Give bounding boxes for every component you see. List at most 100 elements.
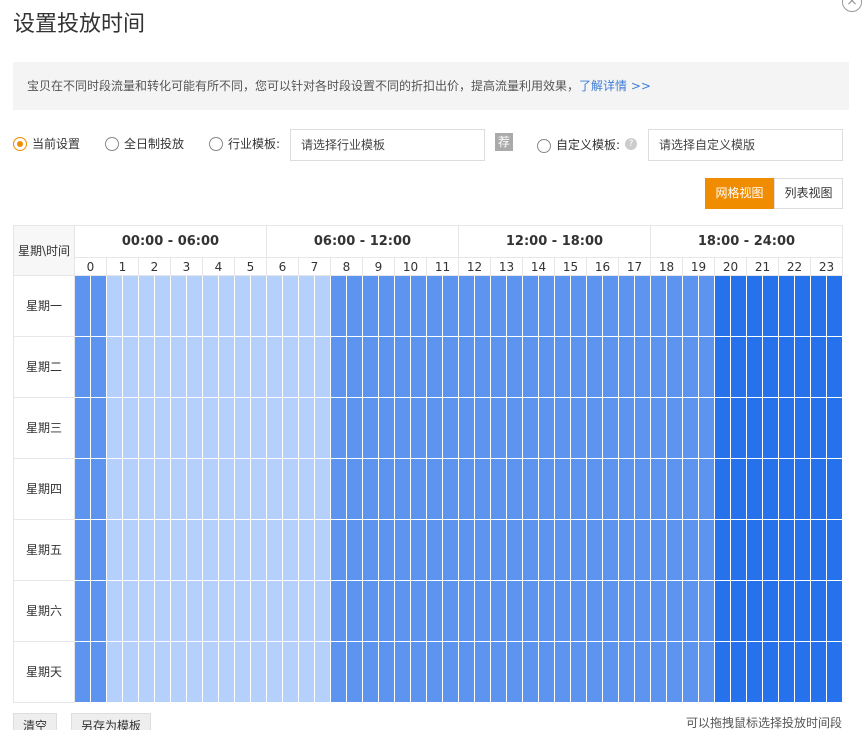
time-slot[interactable]	[171, 520, 187, 581]
time-slot[interactable]	[347, 581, 363, 642]
time-slot[interactable]	[411, 459, 427, 520]
time-slot[interactable]	[699, 520, 715, 581]
time-slot[interactable]	[395, 337, 411, 398]
time-slot[interactable]	[75, 398, 91, 459]
time-slot[interactable]	[155, 520, 171, 581]
time-slot[interactable]	[155, 276, 171, 337]
time-slot[interactable]	[395, 276, 411, 337]
time-slot[interactable]	[187, 459, 203, 520]
time-slot[interactable]	[107, 398, 123, 459]
time-slot[interactable]	[715, 459, 731, 520]
time-slot[interactable]	[619, 398, 635, 459]
time-slot[interactable]	[699, 398, 715, 459]
time-slot[interactable]	[379, 520, 395, 581]
time-slot[interactable]	[699, 337, 715, 398]
time-slot[interactable]	[571, 398, 587, 459]
time-slot[interactable]	[379, 398, 395, 459]
time-slot[interactable]	[715, 398, 731, 459]
time-slot[interactable]	[267, 520, 283, 581]
time-slot[interactable]	[747, 276, 763, 337]
time-slot[interactable]	[811, 459, 827, 520]
time-slot[interactable]	[731, 520, 747, 581]
time-slot[interactable]	[491, 398, 507, 459]
time-slot[interactable]	[363, 276, 379, 337]
time-slot[interactable]	[331, 398, 347, 459]
time-slot[interactable]	[603, 276, 619, 337]
time-slot[interactable]	[507, 398, 523, 459]
radio-current[interactable]	[13, 137, 27, 151]
time-slot[interactable]	[539, 337, 555, 398]
time-slot[interactable]	[443, 581, 459, 642]
time-slot[interactable]	[187, 520, 203, 581]
clear-button[interactable]: 清空	[13, 713, 57, 730]
time-slot[interactable]	[443, 398, 459, 459]
time-slot[interactable]	[203, 276, 219, 337]
time-slot[interactable]	[747, 459, 763, 520]
time-slot[interactable]	[715, 276, 731, 337]
time-slot[interactable]	[459, 276, 475, 337]
time-slot[interactable]	[571, 459, 587, 520]
time-slot[interactable]	[459, 642, 475, 703]
time-slot[interactable]	[219, 459, 235, 520]
time-slot[interactable]	[635, 520, 651, 581]
time-slot[interactable]	[331, 581, 347, 642]
time-slot[interactable]	[267, 459, 283, 520]
time-slot[interactable]	[811, 398, 827, 459]
time-slot[interactable]	[555, 398, 571, 459]
time-slot[interactable]	[411, 337, 427, 398]
time-slot[interactable]	[619, 520, 635, 581]
time-slot[interactable]	[539, 581, 555, 642]
time-slot[interactable]	[651, 581, 667, 642]
time-slot[interactable]	[331, 642, 347, 703]
time-slot[interactable]	[731, 642, 747, 703]
time-slot[interactable]	[635, 337, 651, 398]
time-slot[interactable]	[443, 459, 459, 520]
time-slot[interactable]	[235, 520, 251, 581]
time-slot[interactable]	[587, 398, 603, 459]
time-slot[interactable]	[683, 642, 699, 703]
time-slot[interactable]	[523, 642, 539, 703]
time-slot[interactable]	[219, 398, 235, 459]
time-slot[interactable]	[811, 520, 827, 581]
time-slot[interactable]	[363, 642, 379, 703]
time-slot[interactable]	[779, 581, 795, 642]
time-slot[interactable]	[667, 581, 683, 642]
time-slot[interactable]	[683, 337, 699, 398]
time-slot[interactable]	[123, 276, 139, 337]
time-slot[interactable]	[171, 642, 187, 703]
radio-industry[interactable]	[209, 137, 223, 151]
time-slot[interactable]	[795, 459, 811, 520]
time-slot[interactable]	[283, 642, 299, 703]
time-slot[interactable]	[171, 581, 187, 642]
time-slot[interactable]	[827, 520, 843, 581]
time-slot[interactable]	[699, 642, 715, 703]
time-slot[interactable]	[315, 276, 331, 337]
time-slot[interactable]	[651, 398, 667, 459]
time-slot[interactable]	[571, 520, 587, 581]
time-slot[interactable]	[315, 398, 331, 459]
time-slot[interactable]	[523, 581, 539, 642]
time-slot[interactable]	[587, 276, 603, 337]
industry-select[interactable]: 请选择行业模板	[290, 129, 485, 161]
time-slot[interactable]	[315, 337, 331, 398]
time-slot[interactable]	[683, 398, 699, 459]
time-slot[interactable]	[139, 520, 155, 581]
time-slot[interactable]	[251, 459, 267, 520]
time-slot[interactable]	[251, 642, 267, 703]
time-slot[interactable]	[827, 398, 843, 459]
time-slot[interactable]	[91, 398, 107, 459]
time-slot[interactable]	[219, 520, 235, 581]
time-slot[interactable]	[795, 398, 811, 459]
time-slot[interactable]	[747, 581, 763, 642]
custom-select[interactable]: 请选择自定义模版	[648, 129, 843, 161]
time-slot[interactable]	[811, 642, 827, 703]
time-slot[interactable]	[571, 337, 587, 398]
time-slot[interactable]	[779, 459, 795, 520]
time-slot[interactable]	[571, 581, 587, 642]
time-slot[interactable]	[187, 276, 203, 337]
time-slot[interactable]	[459, 398, 475, 459]
time-slot[interactable]	[555, 520, 571, 581]
time-slot[interactable]	[107, 581, 123, 642]
time-slot[interactable]	[155, 398, 171, 459]
time-slot[interactable]	[107, 642, 123, 703]
